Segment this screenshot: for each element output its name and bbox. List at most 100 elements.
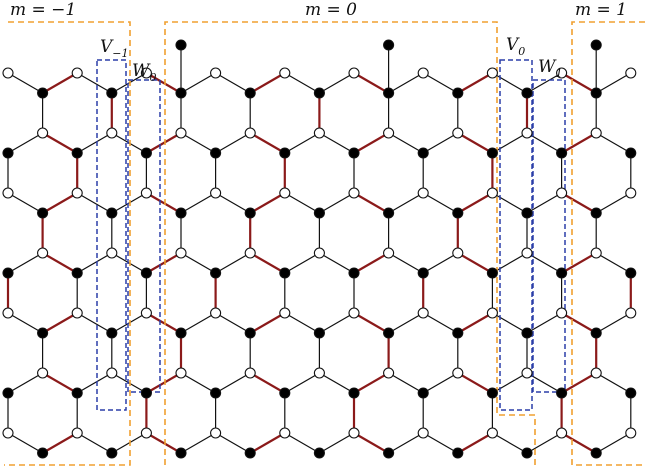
sector-box-left xyxy=(4,21,131,466)
white-vertex xyxy=(348,427,360,439)
dimer-edge xyxy=(249,432,286,454)
white-vertex xyxy=(417,427,429,439)
lattice-edge xyxy=(319,312,355,334)
white-vertex xyxy=(175,127,187,139)
black-vertex xyxy=(106,207,118,219)
lattice-edge xyxy=(284,72,320,94)
lattice-edge xyxy=(180,432,216,454)
black-vertex xyxy=(452,207,464,219)
lattice-edge xyxy=(526,312,562,334)
white-vertex xyxy=(348,67,360,79)
label-w-1-right: W1 xyxy=(538,57,562,80)
lattice-edge xyxy=(7,312,43,334)
black-vertex xyxy=(244,87,256,99)
black-vertex xyxy=(279,147,291,159)
lattice-edge xyxy=(215,252,251,274)
v-0-right-box xyxy=(499,59,533,411)
lattice-edge xyxy=(319,72,355,94)
lattice-edge xyxy=(422,372,459,394)
white-vertex xyxy=(383,247,395,259)
lattice-edge xyxy=(319,432,355,454)
dimer-edge xyxy=(561,72,597,94)
dimer-edge xyxy=(457,72,493,94)
lattice-edge xyxy=(319,252,355,274)
black-vertex xyxy=(417,387,429,399)
dimer-edge xyxy=(561,192,597,214)
lattice-edge xyxy=(284,372,320,394)
white-vertex xyxy=(383,367,395,379)
lattice-edge xyxy=(111,432,147,454)
dimer-edge xyxy=(353,372,390,394)
lattice-edge xyxy=(422,432,459,454)
lattice-edge xyxy=(76,372,113,394)
white-vertex xyxy=(210,307,222,319)
lattice-edge xyxy=(111,252,147,274)
lattice-edge xyxy=(526,372,562,394)
lattice-edge xyxy=(180,132,216,154)
black-vertex xyxy=(590,447,602,459)
lattice-edge xyxy=(595,252,632,274)
lattice-nodes xyxy=(2,39,637,459)
dimer-edge xyxy=(561,432,597,454)
white-vertex xyxy=(590,367,602,379)
white-vertex xyxy=(625,187,637,199)
black-vertex xyxy=(2,147,14,159)
lattice-edge xyxy=(492,72,528,94)
lattice-edge xyxy=(595,192,632,214)
lattice-edge xyxy=(422,132,459,154)
region-boxes xyxy=(4,21,645,466)
black-vertex xyxy=(348,147,360,159)
black-vertex xyxy=(521,447,533,459)
white-vertex xyxy=(140,427,152,439)
dimer-edge xyxy=(145,372,182,394)
black-vertex xyxy=(71,267,83,279)
lattice-edge xyxy=(7,432,43,454)
lattice-edge xyxy=(215,72,251,94)
black-vertex xyxy=(37,447,49,459)
dimer-edge xyxy=(249,192,286,214)
white-vertex xyxy=(417,307,429,319)
white-vertex xyxy=(106,367,118,379)
white-vertex xyxy=(71,427,83,439)
white-vertex xyxy=(313,127,325,139)
lattice-edge xyxy=(284,132,320,154)
lattice-edge xyxy=(111,132,147,154)
dimer-edge xyxy=(249,312,286,334)
white-vertex xyxy=(383,127,395,139)
label-v-0-right: V0 xyxy=(506,35,525,58)
white-vertex xyxy=(556,67,568,79)
black-vertex xyxy=(417,267,429,279)
lattice-edges xyxy=(7,45,632,454)
dimer-edge xyxy=(42,432,78,454)
black-vertex xyxy=(452,447,464,459)
lattice-edge xyxy=(595,312,632,334)
black-vertex xyxy=(556,387,568,399)
black-vertex xyxy=(486,387,498,399)
lattice-edge xyxy=(215,372,251,394)
dimer-edge xyxy=(561,372,597,394)
white-vertex xyxy=(175,247,187,259)
lattice-edge xyxy=(526,132,562,154)
dimer-edge xyxy=(353,312,390,334)
lattice-edge xyxy=(180,252,216,274)
black-vertex xyxy=(313,207,325,219)
sector-label-left: m = −1 xyxy=(10,0,76,20)
black-vertex xyxy=(2,267,14,279)
dimer-edge xyxy=(42,252,78,274)
black-vertex xyxy=(279,387,291,399)
dimer-edge xyxy=(145,192,182,214)
dimer-edge xyxy=(353,252,390,274)
dimer-edge xyxy=(353,132,390,154)
dimer-edge xyxy=(457,432,493,454)
lattice-edge xyxy=(76,192,113,214)
dimer-edge xyxy=(145,432,182,454)
lattice-edge xyxy=(76,432,113,454)
lattice-edge xyxy=(492,252,528,274)
lattice-edge xyxy=(492,312,528,334)
white-vertex xyxy=(210,67,222,79)
label-v-minus1: V−1 xyxy=(100,37,129,60)
lattice-edge xyxy=(595,372,632,394)
black-vertex xyxy=(383,447,395,459)
white-vertex xyxy=(279,187,291,199)
